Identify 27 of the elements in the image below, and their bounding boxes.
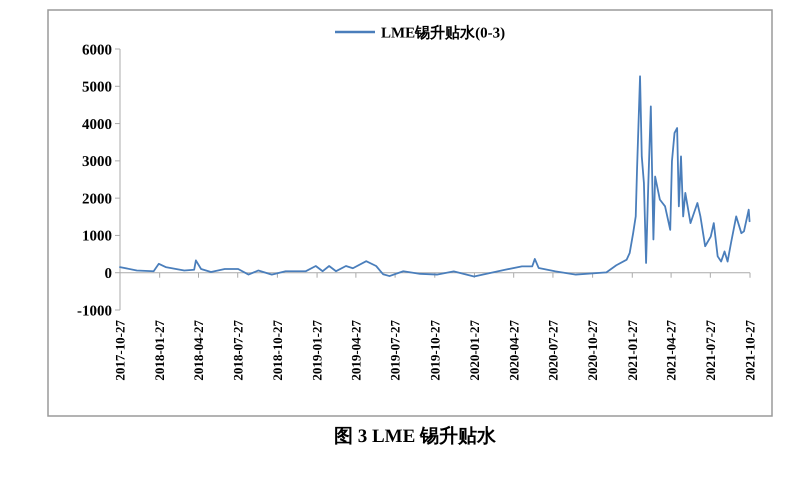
legend-label: LME锡升贴水(0-3) (381, 24, 506, 42)
y-tick-label: 1000 (82, 228, 112, 245)
y-tick-label: 3000 (82, 154, 112, 170)
x-tick-label: 2019-07-27 (388, 320, 403, 381)
x-tick-label: 2019-04-27 (348, 320, 364, 381)
y-tick-label: 0 (104, 266, 112, 282)
x-tick-label: 2018-01-27 (152, 320, 168, 381)
text: 图 3 LME 锡升贴水 (334, 425, 498, 447)
x-tick-label: 2020-07-27 (545, 320, 560, 381)
x-tick-label: 2017-10-27 (112, 320, 128, 381)
x-tick-label: 2021-10-27 (742, 320, 758, 381)
x-tick-label: 2020-01-27 (467, 320, 482, 381)
x-tick-label: 2019-01-27 (310, 320, 325, 381)
x-tick-label: 2018-04-27 (191, 320, 206, 381)
x-tick-label: 2021-01-27 (624, 320, 640, 381)
x-tick-label: 2020-04-27 (506, 320, 522, 381)
x-tick-label: 2020-10-27 (585, 320, 600, 381)
y-tick-label: -1000 (77, 303, 112, 320)
x-tick-label: 2019-10-27 (427, 320, 442, 381)
x-tick-label: 2021-07-27 (702, 320, 718, 381)
y-tick-label: 5000 (82, 80, 112, 96)
y-tick-label: 6000 (82, 42, 112, 58)
y-tick-label: 2000 (82, 191, 112, 208)
y-tick-label: 4000 (82, 116, 112, 133)
x-tick-label: 2021-04-27 (664, 320, 679, 381)
x-tick-label: 2018-10-27 (270, 320, 285, 381)
x-tick-label: 2018-07-27 (230, 320, 246, 381)
